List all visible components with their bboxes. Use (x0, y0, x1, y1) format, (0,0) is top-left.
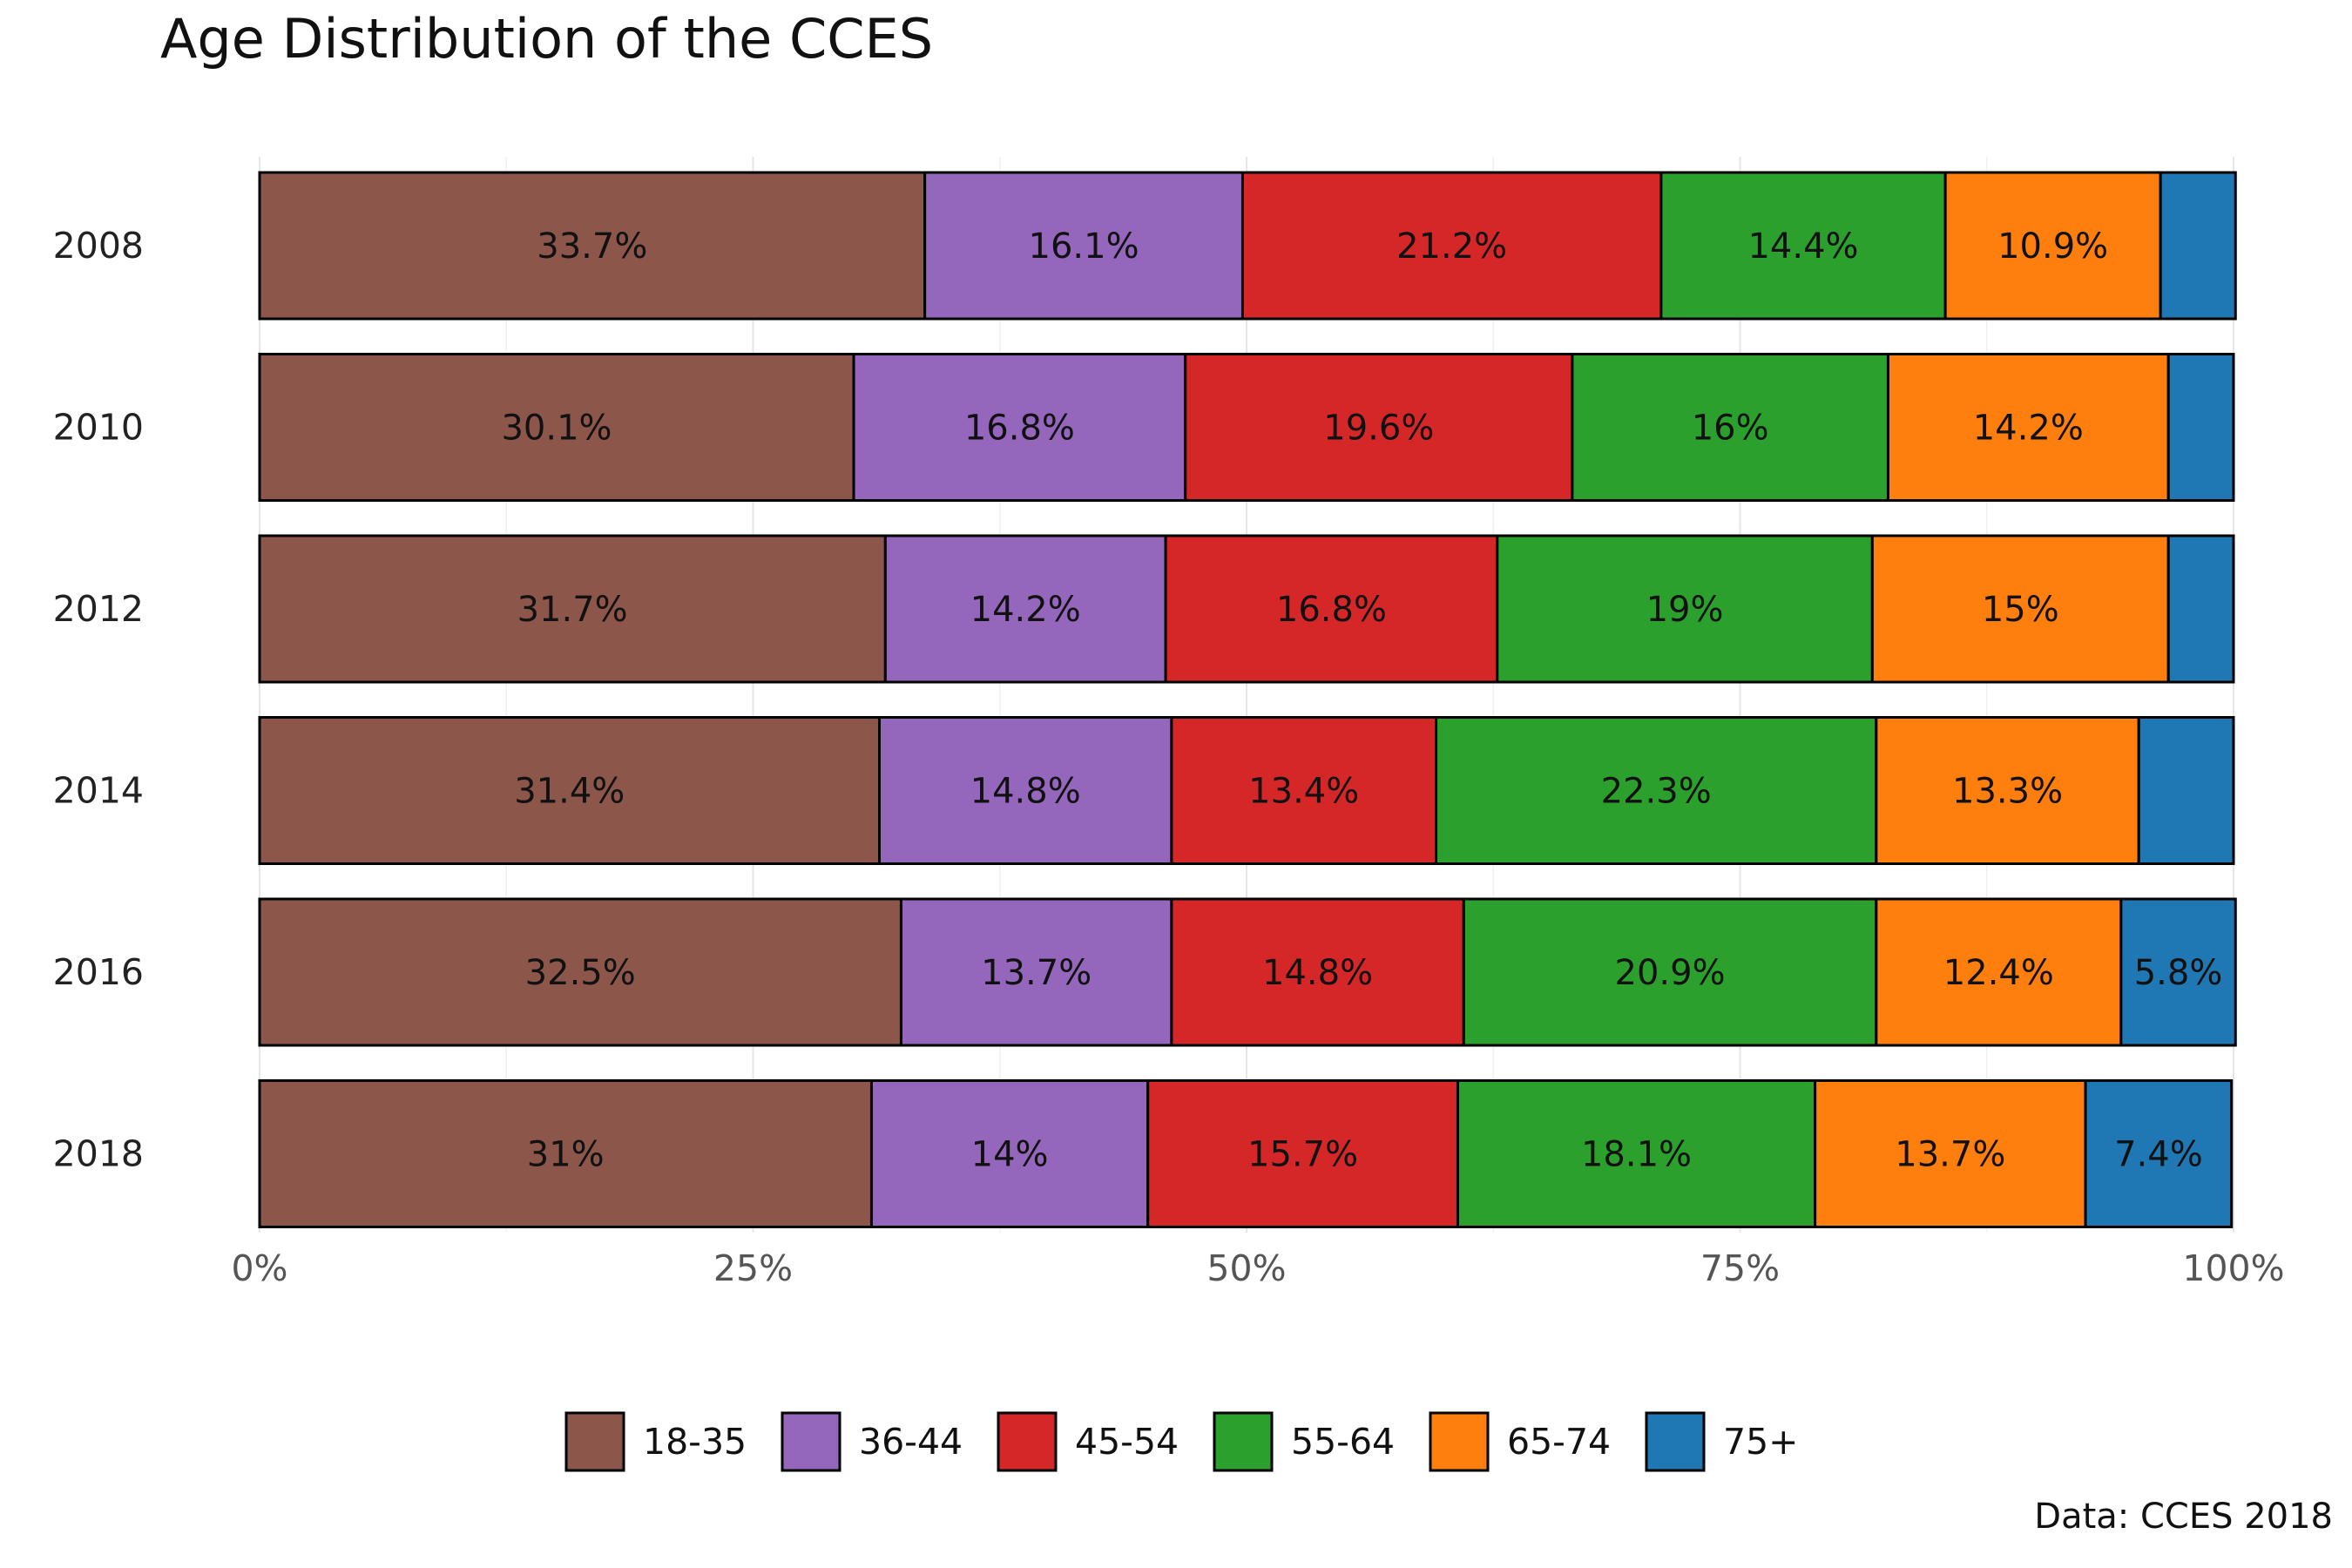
bar-segment (2166, 534, 2235, 684)
data-label: 22.3% (1601, 772, 1712, 812)
data-label: 7.4% (2114, 1135, 2203, 1175)
data-label: 18.1% (1581, 1135, 1692, 1175)
data-label: 33.7% (537, 226, 647, 267)
data-label: 14.8% (1262, 953, 1373, 993)
bar-segment (1886, 353, 2170, 502)
y-category-label: 2018 (53, 1133, 144, 1175)
bar-segment (1814, 1079, 2087, 1228)
data-label: 13.4% (1248, 772, 1359, 812)
bar-segment (1462, 897, 1878, 1047)
data-labels: 33.7% 16.1% 21.2% 14.4% 10.9% 30.1% 16.8% 19.6%… (501, 226, 2222, 1175)
data-label: 14.2% (970, 590, 1081, 630)
bar-segment (258, 1079, 873, 1228)
bar-segment (1943, 171, 2162, 321)
legend-swatch (1645, 1411, 1706, 1472)
x-axis-ticks: 0% 25% 50% 75% 100% (231, 1247, 2284, 1289)
y-category-label: 2012 (53, 588, 144, 630)
y-category-label: 2010 (53, 407, 144, 449)
legend: 18-35 36-44 45-54 55-64 65-74 75+ (564, 1411, 1799, 1472)
data-label: 19% (1646, 590, 1724, 630)
data-label: 21.2% (1396, 226, 1507, 267)
data-label: 12.4% (1943, 953, 2054, 993)
legend-label: 36-44 (859, 1421, 963, 1463)
data-label: 16.8% (1276, 590, 1387, 630)
bar-segment (1170, 897, 1465, 1047)
legend-swatch (1429, 1411, 1490, 1472)
bar-segment (2137, 716, 2235, 865)
legend-label: 18-35 (643, 1421, 747, 1463)
data-label: 13.7% (1895, 1135, 2005, 1175)
chart-title: Age Distribution of the CCES (160, 7, 934, 71)
y-category-label: 2016 (53, 951, 144, 993)
bar-segment (899, 897, 1173, 1047)
legend-swatch (781, 1411, 841, 1472)
data-label: 16.8% (964, 409, 1075, 449)
bar-segment (1170, 716, 1438, 865)
bar-segment (2084, 1079, 2234, 1228)
bar-segment (2159, 171, 2237, 321)
data-label: 14.2% (1973, 409, 2084, 449)
data-label: 15.7% (1247, 1135, 1358, 1175)
bar-segment (923, 171, 1244, 321)
data-label: 15% (1982, 590, 2059, 630)
data-label: 16% (1692, 409, 1769, 449)
bar-segment (878, 716, 1173, 865)
bar-segment (2119, 897, 2237, 1047)
y-axis-labels: 2008 2010 2012 2014 2016 2018 (53, 225, 144, 1175)
bar-segment (258, 534, 887, 684)
bar-segment (1659, 171, 1947, 321)
data-label: 31% (527, 1135, 605, 1175)
data-label: 14% (971, 1135, 1049, 1175)
legend-swatch (997, 1411, 1058, 1472)
bar-segment (258, 716, 882, 865)
data-label: 14.8% (970, 772, 1081, 812)
data-label: 31.7% (517, 590, 628, 630)
bar-segment (1870, 534, 2170, 684)
data-label: 10.9% (1997, 226, 2108, 267)
legend-label: 45-54 (1075, 1421, 1179, 1463)
grid-lines (259, 157, 2234, 1233)
data-label: 20.9% (1615, 953, 1726, 993)
y-category-label: 2014 (53, 770, 144, 812)
data-label: 13.7% (981, 953, 1092, 993)
x-tick-label: 0% (231, 1247, 287, 1289)
data-label: 5.8% (2134, 953, 2223, 993)
bar-segment (258, 353, 855, 502)
bar-segment (1456, 1079, 1817, 1228)
x-tick-label: 100% (2182, 1247, 2284, 1289)
bar-segment (2166, 353, 2235, 502)
bar-segment (1146, 1079, 1459, 1228)
data-label: 14.4% (1747, 226, 1858, 267)
legend-swatch (1213, 1411, 1274, 1472)
data-label: 13.3% (1952, 772, 2063, 812)
chart-caption: Data: CCES 2018 (2034, 1497, 2333, 1537)
bars (258, 171, 2237, 1228)
legend-label: 75+ (1723, 1421, 1799, 1463)
y-category-label: 2008 (53, 225, 144, 267)
bar-segment (1571, 353, 1889, 502)
legend-label: 55-64 (1291, 1421, 1395, 1463)
bar-segment (883, 534, 1167, 684)
bar-segment (1240, 171, 1663, 321)
data-label: 16.1% (1029, 226, 1139, 267)
x-tick-label: 25% (713, 1247, 793, 1289)
bar-segment (258, 897, 902, 1047)
data-label: 32.5% (525, 953, 636, 993)
data-label: 30.1% (501, 409, 612, 449)
bar-segment (852, 353, 1187, 502)
bar-segment (1875, 716, 2140, 865)
data-label: 31.4% (514, 772, 625, 812)
bar-segment (258, 171, 927, 321)
data-label: 19.6% (1323, 409, 1434, 449)
x-tick-label: 50% (1206, 1247, 1286, 1289)
legend-label: 65-74 (1507, 1421, 1611, 1463)
bar-segment (1496, 534, 1874, 684)
legend-swatch (564, 1411, 625, 1472)
bar-segment (1164, 534, 1499, 684)
x-tick-label: 75% (1700, 1247, 1780, 1289)
